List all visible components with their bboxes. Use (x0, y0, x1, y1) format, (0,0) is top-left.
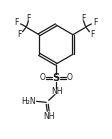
Text: S: S (52, 73, 59, 83)
Text: F: F (14, 18, 19, 27)
Text: NH: NH (51, 87, 62, 96)
Text: F: F (81, 13, 85, 23)
Text: F: F (89, 30, 94, 39)
Text: H₂N: H₂N (21, 97, 35, 106)
Text: O: O (39, 73, 45, 82)
Text: NH: NH (43, 112, 54, 121)
Text: F: F (17, 30, 22, 39)
Text: F: F (26, 13, 30, 23)
Text: O: O (66, 73, 72, 82)
Text: F: F (92, 18, 97, 27)
